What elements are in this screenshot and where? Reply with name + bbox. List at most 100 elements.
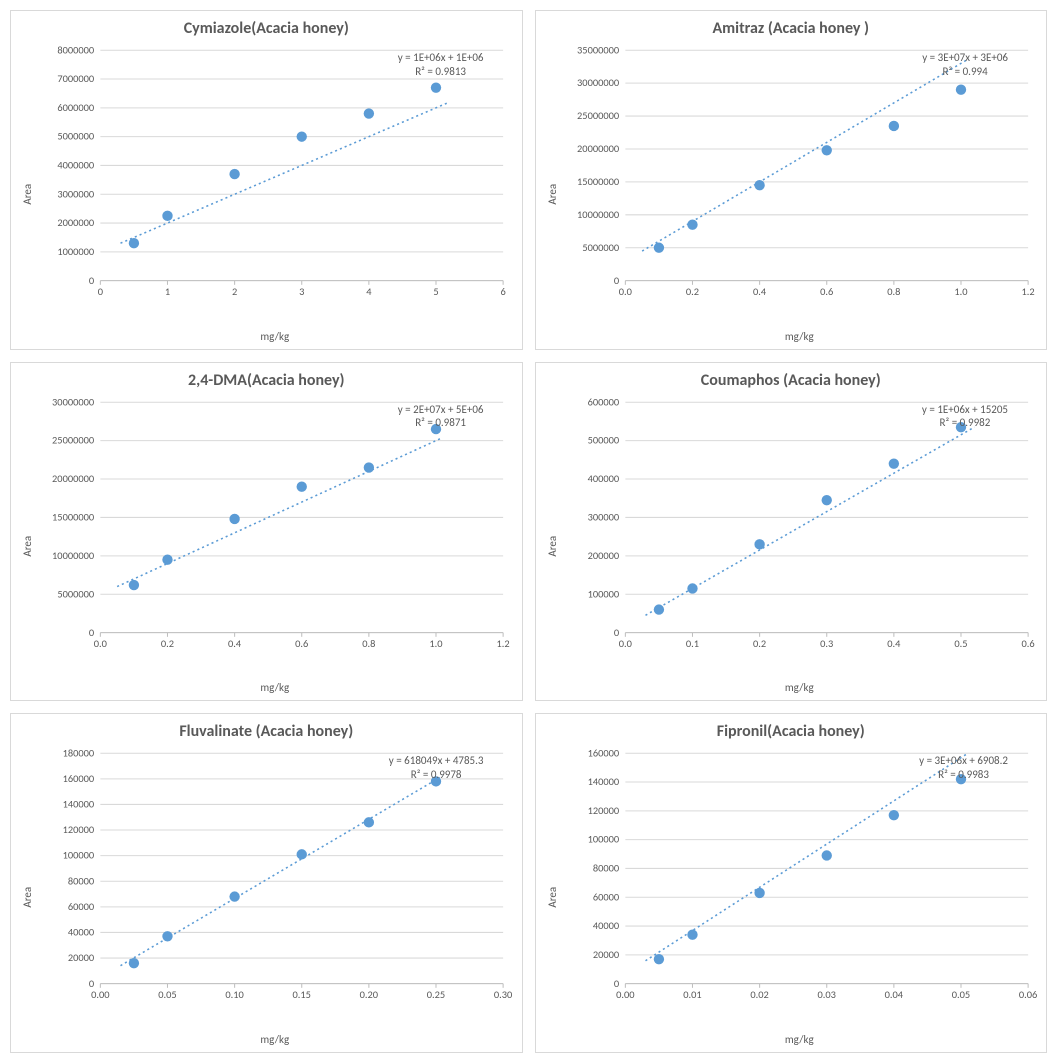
data-marker bbox=[754, 180, 764, 190]
svg-text:400000: 400000 bbox=[587, 472, 619, 485]
y-axis-label: Area bbox=[19, 44, 36, 345]
svg-text:5000000: 5000000 bbox=[582, 241, 619, 254]
svg-text:0.04: 0.04 bbox=[884, 989, 903, 1002]
data-marker bbox=[297, 481, 307, 491]
svg-text:0.0: 0.0 bbox=[618, 637, 631, 650]
chart-panel-fluvalinate: Fluvalinate (Acacia honey) y = 618049x + … bbox=[10, 713, 523, 1053]
data-marker bbox=[162, 931, 172, 941]
data-marker bbox=[888, 121, 898, 131]
y-axis-label: Area bbox=[19, 747, 36, 1048]
svg-text:0.10: 0.10 bbox=[225, 989, 243, 1002]
data-marker bbox=[129, 580, 139, 590]
svg-text:1.0: 1.0 bbox=[954, 285, 967, 298]
svg-text:0.3: 0.3 bbox=[820, 637, 833, 650]
r2-text: R² = 0.9983 bbox=[919, 768, 1008, 782]
r2-text: R² = 0.9871 bbox=[398, 416, 484, 430]
x-axis-label: mg/kg bbox=[561, 679, 1039, 696]
svg-text:3: 3 bbox=[299, 285, 304, 298]
svg-text:10000000: 10000000 bbox=[52, 549, 94, 562]
svg-text:180000: 180000 bbox=[63, 747, 95, 759]
svg-text:600000: 600000 bbox=[587, 396, 619, 408]
svg-text:1000000: 1000000 bbox=[57, 245, 94, 258]
data-marker bbox=[653, 604, 663, 614]
svg-text:3000000: 3000000 bbox=[57, 187, 94, 200]
equation-text: y = 1E+06x + 15205 bbox=[922, 403, 1008, 417]
svg-text:0.6: 0.6 bbox=[820, 285, 833, 298]
y-axis-label: Area bbox=[19, 396, 36, 697]
chart-title: Coumaphos (Acacia honey) bbox=[544, 371, 1039, 390]
data-marker bbox=[821, 495, 831, 505]
x-axis-label: mg/kg bbox=[561, 1031, 1039, 1048]
y-axis-label: Area bbox=[544, 44, 561, 345]
x-axis-label: mg/kg bbox=[36, 1031, 514, 1048]
equation-box: y = 2E+07x + 5E+06R² = 0.9871 bbox=[398, 403, 484, 431]
svg-text:1.2: 1.2 bbox=[497, 637, 510, 650]
data-marker bbox=[162, 554, 172, 564]
svg-text:1.2: 1.2 bbox=[1021, 285, 1034, 298]
svg-text:0.8: 0.8 bbox=[887, 285, 900, 298]
x-axis-label: mg/kg bbox=[36, 328, 514, 345]
svg-text:0.1: 0.1 bbox=[685, 637, 698, 650]
svg-text:4: 4 bbox=[366, 285, 372, 298]
chart-svg: 0500000010000000150000002000000025000000… bbox=[561, 44, 1039, 304]
svg-text:0.4: 0.4 bbox=[753, 285, 767, 298]
svg-text:15000000: 15000000 bbox=[577, 175, 619, 188]
svg-text:80000: 80000 bbox=[592, 862, 618, 875]
svg-text:15000000: 15000000 bbox=[52, 510, 94, 523]
equation-box: y = 618049x + 4785.3R² = 0.9978 bbox=[389, 754, 484, 782]
data-marker bbox=[687, 930, 697, 940]
data-marker bbox=[653, 954, 663, 964]
chart-svg: 0200004000060000800001000001200001400001… bbox=[561, 747, 1039, 1007]
svg-text:20000000: 20000000 bbox=[577, 142, 619, 155]
chart-panel-dma: 2,4-DMA(Acacia honey) y = 2E+07x + 5E+06R… bbox=[10, 362, 523, 702]
svg-text:160000: 160000 bbox=[587, 747, 619, 759]
r2-text: R² = 0.9982 bbox=[922, 416, 1008, 430]
svg-text:30000000: 30000000 bbox=[52, 396, 94, 408]
svg-text:0.6: 0.6 bbox=[295, 637, 308, 650]
svg-text:0.2: 0.2 bbox=[753, 637, 766, 650]
svg-text:140000: 140000 bbox=[63, 798, 95, 811]
chart-title: Fluvalinate (Acacia honey) bbox=[19, 722, 514, 741]
svg-text:30000000: 30000000 bbox=[577, 76, 619, 89]
svg-text:100000: 100000 bbox=[587, 587, 619, 600]
svg-text:5: 5 bbox=[433, 285, 438, 298]
svg-text:0: 0 bbox=[89, 274, 94, 287]
chart-title: Amitraz (Acacia honey ) bbox=[544, 19, 1039, 38]
equation-text: y = 618049x + 4785.3 bbox=[389, 754, 484, 768]
svg-text:8000000: 8000000 bbox=[57, 44, 94, 56]
data-marker bbox=[687, 220, 697, 230]
svg-text:2000000: 2000000 bbox=[57, 216, 94, 229]
x-axis-label: mg/kg bbox=[36, 679, 514, 696]
data-marker bbox=[888, 458, 898, 468]
equation-box: y = 1E+06x + 1E+06R² = 0.9813 bbox=[398, 51, 484, 79]
chart-title: 2,4-DMA(Acacia honey) bbox=[19, 371, 514, 390]
data-marker bbox=[754, 888, 764, 898]
svg-text:0.30: 0.30 bbox=[494, 989, 512, 1002]
svg-text:140000: 140000 bbox=[587, 775, 619, 788]
chart-svg: 0200004000060000800001000001200001400001… bbox=[36, 747, 514, 1007]
svg-text:200000: 200000 bbox=[587, 549, 619, 562]
r2-text: R² = 0.994 bbox=[922, 65, 1008, 79]
data-marker bbox=[129, 958, 139, 968]
svg-text:100000: 100000 bbox=[63, 849, 95, 862]
svg-text:0.4: 0.4 bbox=[887, 637, 901, 650]
svg-text:0.15: 0.15 bbox=[293, 989, 311, 1002]
svg-text:7000000: 7000000 bbox=[57, 72, 94, 85]
equation-box: y = 3E+06x + 6908.2R² = 0.9983 bbox=[919, 754, 1008, 782]
data-marker bbox=[229, 513, 239, 523]
equation-text: y = 2E+07x + 5E+06 bbox=[398, 403, 484, 417]
y-axis-label: Area bbox=[544, 747, 561, 1048]
data-marker bbox=[431, 82, 441, 92]
svg-text:0.01: 0.01 bbox=[683, 989, 701, 1002]
chart-panel-fipronil: Fipronil(Acacia honey) y = 3E+06x + 6908.… bbox=[535, 713, 1048, 1053]
chart-panel-amitraz: Amitraz (Acacia honey ) y = 3E+07x + 3E+0… bbox=[535, 10, 1048, 350]
equation-text: y = 3E+07x + 3E+06 bbox=[922, 51, 1008, 65]
chart-panel-cymiazole: Cymiazole(Acacia honey)y = 1E+06x + 1E+0… bbox=[10, 10, 523, 350]
svg-text:0.0: 0.0 bbox=[618, 285, 631, 298]
data-marker bbox=[888, 810, 898, 820]
data-marker bbox=[821, 851, 831, 861]
data-marker bbox=[653, 243, 663, 253]
chart-title: Fipronil(Acacia honey) bbox=[544, 722, 1039, 741]
svg-text:0.4: 0.4 bbox=[228, 637, 242, 650]
svg-text:4000000: 4000000 bbox=[57, 159, 94, 172]
